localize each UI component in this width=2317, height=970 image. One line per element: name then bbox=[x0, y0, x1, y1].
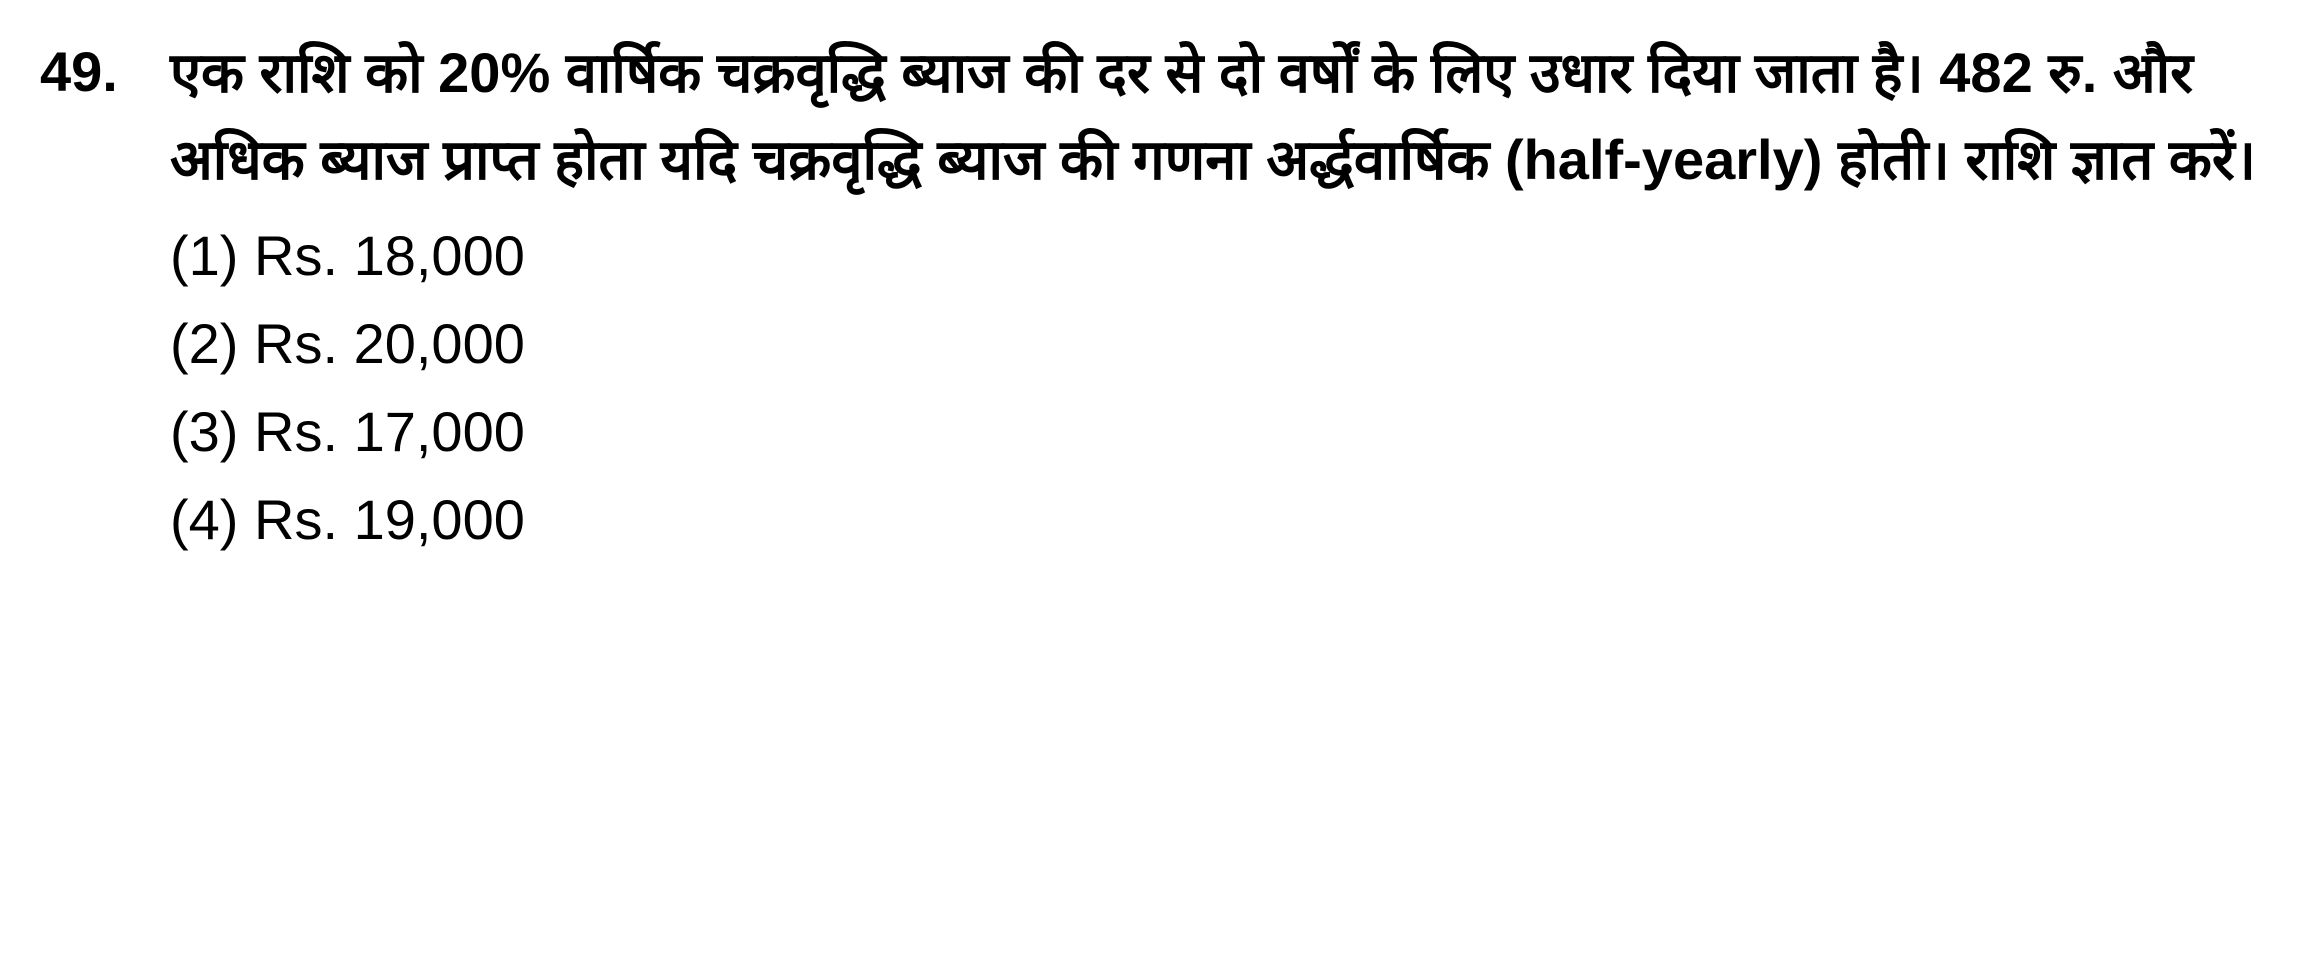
question-container: 49. एक राशि को 20% वार्षिक चक्रवृद्धि ब्… bbox=[40, 30, 2277, 566]
option-value: Rs. 20,000 bbox=[254, 312, 525, 375]
question-content: एक राशि को 20% वार्षिक चक्रवृद्धि ब्याज … bbox=[170, 30, 2277, 566]
option-label: (1) bbox=[170, 224, 238, 287]
question-number: 49. bbox=[40, 30, 140, 114]
option-item: (3) Rs. 17,000 bbox=[170, 390, 2277, 474]
option-value: Rs. 19,000 bbox=[254, 488, 525, 551]
option-label: (4) bbox=[170, 488, 238, 551]
question-text: एक राशि को 20% वार्षिक चक्रवृद्धि ब्याज … bbox=[170, 30, 2277, 204]
option-item: (4) Rs. 19,000 bbox=[170, 478, 2277, 562]
option-value: Rs. 18,000 bbox=[254, 224, 525, 287]
option-label: (2) bbox=[170, 312, 238, 375]
option-item: (1) Rs. 18,000 bbox=[170, 214, 2277, 298]
option-label: (3) bbox=[170, 400, 238, 463]
options-list: (1) Rs. 18,000 (2) Rs. 20,000 (3) Rs. 17… bbox=[170, 214, 2277, 562]
option-item: (2) Rs. 20,000 bbox=[170, 302, 2277, 386]
option-value: Rs. 17,000 bbox=[254, 400, 525, 463]
